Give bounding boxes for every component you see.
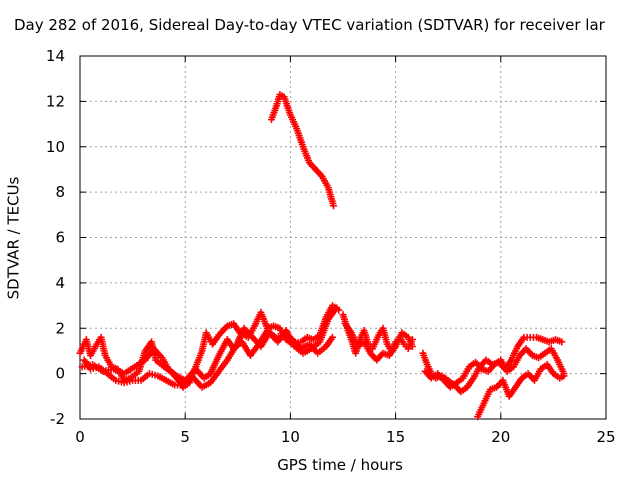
x-tick-label: 0: [75, 428, 85, 446]
y-tick-label: 10: [46, 138, 65, 156]
data-point: [408, 342, 416, 350]
x-tick-label: 5: [180, 428, 190, 446]
data-point: [560, 372, 568, 380]
data-point: [333, 304, 341, 312]
y-tick-label: 6: [55, 229, 65, 247]
x-tick-label: 25: [596, 428, 615, 446]
data-point: [330, 202, 338, 210]
data-point: [328, 333, 336, 341]
x-tick-label: 10: [281, 428, 300, 446]
y-tick-label: 4: [55, 274, 65, 292]
y-tick-label: 12: [46, 92, 65, 110]
x-axis-label: GPS time / hours: [277, 456, 403, 474]
y-tick-label: 14: [46, 47, 65, 65]
x-tick-label: 20: [491, 428, 510, 446]
y-tick-label: 2: [55, 319, 65, 337]
x-tick-label: 15: [386, 428, 405, 446]
data-point: [558, 338, 566, 346]
y-tick-label: -2: [50, 410, 65, 428]
y-tick-label: 0: [55, 365, 65, 383]
chart-title: Day 282 of 2016, Sidereal Day-to-day VTE…: [14, 16, 605, 34]
y-tick-label: 8: [55, 183, 65, 201]
